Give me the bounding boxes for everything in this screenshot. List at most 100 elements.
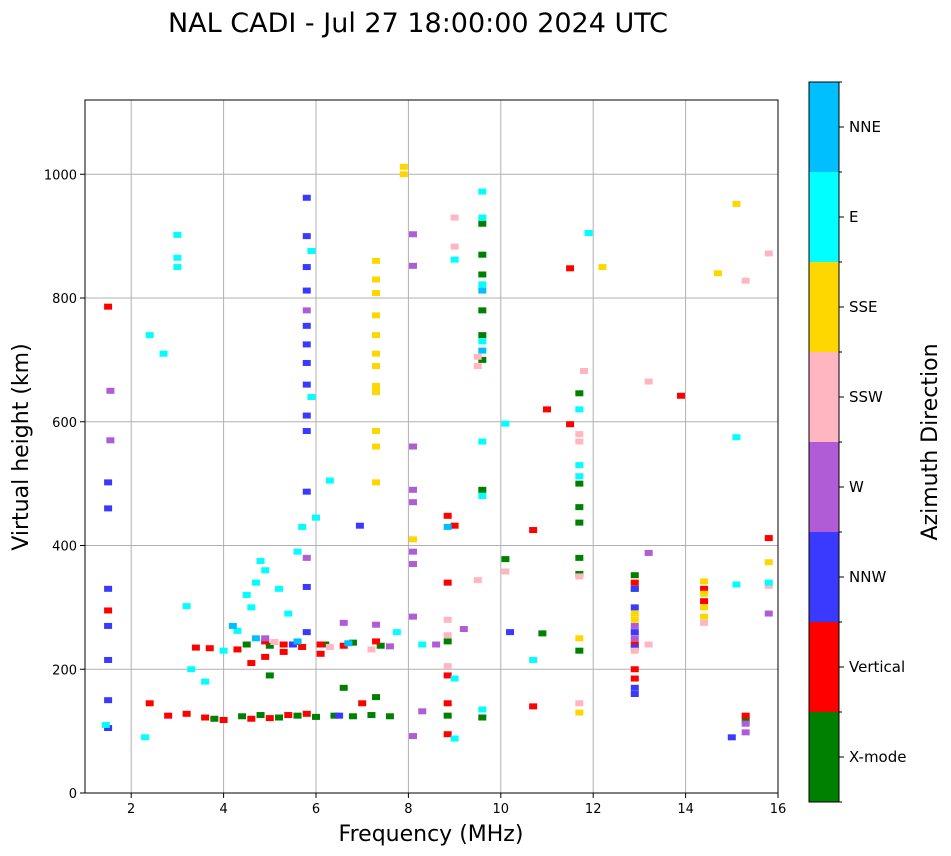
echo-sse xyxy=(700,590,709,597)
echo-w xyxy=(385,643,394,650)
echo-w xyxy=(741,729,750,736)
echo-e xyxy=(173,264,182,271)
echo-x-mode xyxy=(293,712,302,719)
y-tick-label: 400 xyxy=(52,540,77,555)
echo-nnw xyxy=(104,697,113,704)
echo-e xyxy=(173,231,182,238)
colorbar-category-label: Vertical xyxy=(849,658,905,676)
echo-w xyxy=(409,561,418,568)
echo-vertical xyxy=(630,579,639,586)
echo-sse xyxy=(713,270,722,277)
echo-ssw xyxy=(270,639,279,646)
echo-ssw xyxy=(575,438,584,445)
echo-e xyxy=(298,523,307,530)
echo-e xyxy=(325,477,334,484)
echo-e xyxy=(478,493,487,499)
echo-x-mode xyxy=(478,356,487,363)
echo-e xyxy=(450,735,459,742)
echo-vertical xyxy=(284,712,293,719)
y-tick-label: 0 xyxy=(69,787,77,802)
echo-vertical xyxy=(201,714,210,721)
echo-e xyxy=(159,350,168,357)
echo-nnw xyxy=(302,428,311,435)
echo-vertical xyxy=(145,700,154,707)
echo-sse xyxy=(372,312,381,319)
echo-x-mode xyxy=(372,694,381,701)
echo-e xyxy=(233,627,242,634)
echo-vertical xyxy=(261,653,270,660)
echo-nnw xyxy=(104,656,113,663)
echo-nnw xyxy=(104,725,113,732)
y-tick-label: 600 xyxy=(52,416,77,431)
echo-e xyxy=(575,462,584,469)
echo-ssw xyxy=(630,647,639,654)
echo-x-mode xyxy=(575,480,584,487)
echo-ssw xyxy=(443,663,452,670)
data-points xyxy=(101,163,773,742)
echo-e xyxy=(584,230,593,237)
echo-vertical xyxy=(700,585,709,592)
colorbar-swatch xyxy=(809,442,839,532)
echo-vertical xyxy=(529,703,538,710)
echo-x-mode xyxy=(238,713,247,720)
echo-nne xyxy=(478,287,487,294)
echo-vertical xyxy=(566,265,575,272)
echo-nnw xyxy=(630,629,639,636)
x-tick-label: 8 xyxy=(404,802,412,817)
echo-vertical xyxy=(358,700,367,707)
echo-x-mode xyxy=(501,556,510,563)
x-tick-label: 4 xyxy=(219,802,227,817)
echo-nnw xyxy=(104,505,113,512)
echo-e xyxy=(261,567,270,574)
echo-x-mode xyxy=(443,712,452,719)
echo-e xyxy=(182,603,191,610)
x-tick-label: 10 xyxy=(493,802,510,817)
echo-e xyxy=(284,610,293,617)
echo-e xyxy=(450,675,459,682)
echo-sse xyxy=(372,479,381,486)
echo-sse xyxy=(700,604,709,611)
echo-ssw xyxy=(367,646,376,653)
x-tick-label: 14 xyxy=(677,802,694,817)
echo-nnw xyxy=(104,479,113,486)
echo-sse xyxy=(575,709,584,716)
echo-vertical xyxy=(543,406,551,413)
echo-e xyxy=(293,548,302,555)
echo-nne xyxy=(443,523,452,530)
echo-sse xyxy=(372,443,381,450)
echo-vertical xyxy=(630,675,639,682)
echo-ssw xyxy=(764,250,773,257)
echo-sse xyxy=(399,171,408,178)
echo-nnw xyxy=(288,641,297,648)
echo-ssw xyxy=(575,431,584,438)
echo-nnw xyxy=(302,341,311,348)
echo-vertical xyxy=(265,715,274,722)
echo-ssw xyxy=(575,573,584,580)
echo-nnw xyxy=(302,287,311,294)
echo-vertical xyxy=(279,648,288,655)
echo-e xyxy=(392,629,401,636)
echo-nnw xyxy=(630,604,639,611)
colorbar-category-label: NNE xyxy=(849,118,881,136)
echo-e xyxy=(501,420,510,427)
colorbar-swatch xyxy=(809,532,839,622)
echo-e xyxy=(529,656,538,663)
echo-x-mode xyxy=(478,307,487,314)
echo-sse xyxy=(700,578,709,585)
echo-vertical xyxy=(261,638,270,645)
echo-nnw xyxy=(302,233,311,240)
echo-sse xyxy=(372,350,381,357)
x-tick-label: 6 xyxy=(312,802,320,817)
echo-ssw xyxy=(579,368,588,375)
echo-w xyxy=(409,443,418,450)
echo-nnw xyxy=(355,522,364,529)
colorbar-category-label: NNW xyxy=(849,568,886,586)
colorbar-category-label: SSE xyxy=(849,298,878,316)
echo-e xyxy=(256,557,265,564)
colorbar-swatch xyxy=(809,262,839,352)
echo-e xyxy=(732,581,741,588)
echo-vertical xyxy=(443,512,452,519)
echo-ssw xyxy=(473,363,482,370)
echo-vertical xyxy=(339,642,348,649)
